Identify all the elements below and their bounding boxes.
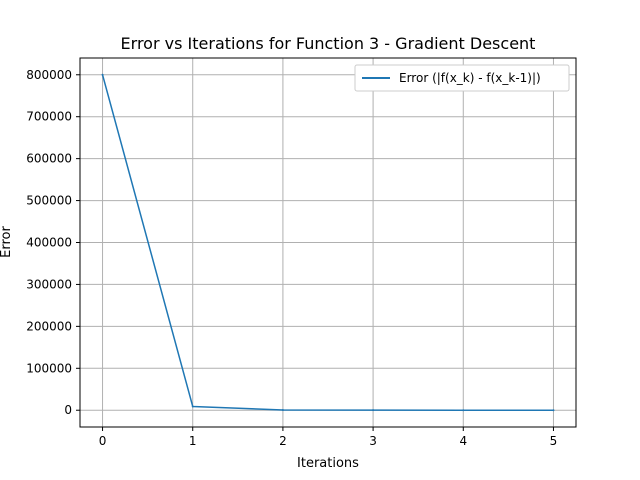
data-point [101, 73, 104, 76]
y-tick-label: 400000 [26, 236, 72, 250]
x-tick-label: 4 [459, 434, 467, 448]
y-tick-label: 600000 [26, 152, 72, 166]
data-point [191, 405, 194, 408]
y-tick-label: 200000 [26, 319, 72, 333]
y-tick-label: 700000 [26, 110, 72, 124]
series-layer [101, 73, 555, 412]
data-point [462, 409, 465, 412]
y-axis: 0 100000 200000 300000 400000 500000 600000 700… [26, 68, 80, 417]
x-tick-label: 3 [369, 434, 377, 448]
x-axis: 0 1 2 3 4 5 [99, 427, 558, 448]
legend-box [354, 64, 570, 92]
data-point [281, 409, 284, 412]
x-tick-label: 5 [550, 434, 558, 448]
y-tick-label: 0 [64, 403, 72, 417]
data-point [552, 409, 555, 412]
x-tick-label: 1 [189, 434, 197, 448]
legend-label: Error (|f(x_k) - f(x_k-1)|) [399, 71, 541, 85]
y-tick-label: 100000 [26, 361, 72, 375]
data-point [372, 409, 375, 412]
y-axis-label: Error [0, 226, 14, 258]
chart-title: Error vs Iterations for Function 3 - Gra… [121, 34, 536, 53]
x-axis-label: Iterations [297, 456, 359, 471]
y-tick-label: 800000 [26, 68, 72, 82]
series-line [101, 74, 554, 411]
y-tick-label: 500000 [26, 194, 72, 208]
x-tick-label: 2 [279, 434, 287, 448]
legend: Error (|f(x_k) - f(x_k-1)|) [354, 64, 570, 92]
y-tick-label: 300000 [26, 277, 72, 291]
x-tick-label: 0 [99, 434, 107, 448]
